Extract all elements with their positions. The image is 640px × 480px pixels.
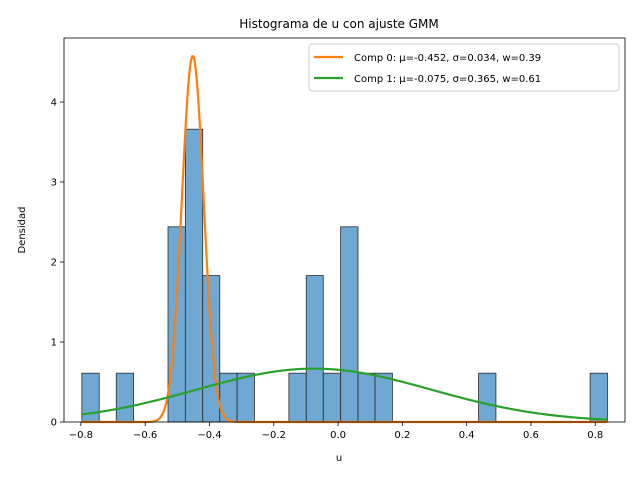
- histogram-bar-7: [288, 372, 307, 423]
- x-tick-label: 0.6: [523, 430, 539, 441]
- y-axis-ticks: 0 1 2 3 4: [51, 98, 64, 429]
- y-tick-label: 2: [51, 258, 57, 269]
- y-tick-label: 1: [51, 338, 57, 349]
- histogram-bar-11: [357, 372, 376, 423]
- histogram-bar-1: [115, 372, 135, 423]
- gmm-curve-comp-1: [81, 367, 608, 421]
- histogram-bar-6: [236, 372, 255, 423]
- x-tick-label: −0.4: [197, 430, 221, 441]
- x-tick-label: 0.2: [394, 430, 410, 441]
- histogram-bar-3: [184, 128, 204, 423]
- x-tick-label: −0.2: [262, 430, 286, 441]
- y-axis-label: Densidad: [17, 206, 28, 253]
- histogram-bar-13: [478, 372, 497, 423]
- histogram-bar-14: [589, 372, 608, 423]
- y-tick-label: 3: [51, 178, 57, 189]
- histogram-bar-8: [305, 275, 324, 423]
- histogram-bar-4: [202, 275, 221, 423]
- x-tick-label: −0.8: [69, 430, 93, 441]
- legend-entry-comp-0: Comp 0: μ=-0.452, σ=0.034, w=0.39: [354, 53, 541, 64]
- histogram-bar-9: [322, 372, 342, 423]
- x-axis-ticks: −0.8 −0.6 −0.4 −0.2 0.0 0.2 0.4 0.6 0.8: [69, 422, 603, 441]
- chart-title: Histograma de u con ajuste GMM: [239, 17, 438, 31]
- histogram-bar-10: [340, 226, 359, 423]
- x-tick-label: 0.4: [459, 430, 475, 441]
- legend: Comp 0: μ=-0.452, σ=0.034, w=0.39 Comp 1…: [308, 43, 620, 92]
- legend-entry-comp-1: Comp 1: μ=-0.075, σ=0.365, w=0.61: [354, 74, 541, 85]
- legend-box: [308, 43, 620, 92]
- y-tick-label: 4: [51, 98, 57, 109]
- x-tick-label: −0.6: [133, 430, 157, 441]
- x-axis-label: u: [336, 453, 342, 464]
- x-tick-label: 0.8: [587, 430, 603, 441]
- histogram-bar-12: [374, 372, 393, 423]
- plot-frame: [63, 37, 626, 423]
- x-tick-label: 0.0: [330, 430, 346, 441]
- y-tick-label: 0: [51, 418, 57, 429]
